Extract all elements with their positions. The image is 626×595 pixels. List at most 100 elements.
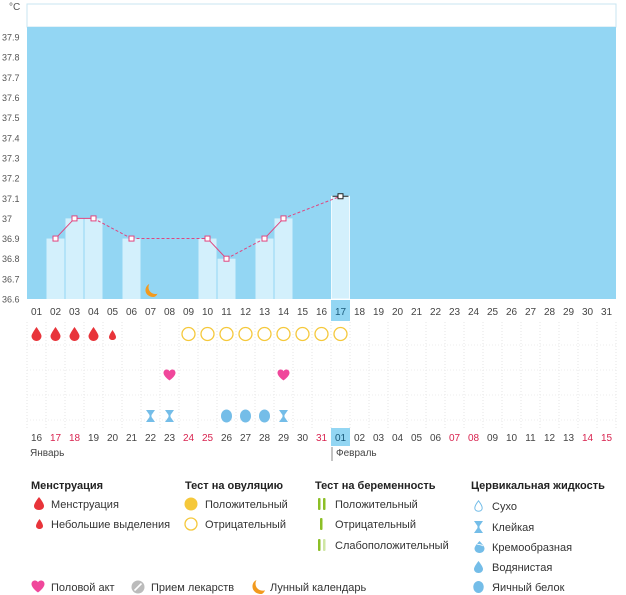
pregnancy-positive-icon: [318, 498, 326, 510]
ovulation-negative-icon: [219, 326, 234, 342]
day-label: 02: [50, 307, 62, 318]
cycle-day-label: 16: [31, 433, 43, 444]
day-label: 06: [126, 307, 138, 318]
day-label: 18: [354, 307, 366, 318]
cycle-day-label: 06: [430, 433, 442, 444]
day-label: 04: [88, 307, 100, 318]
temperature-point: [261, 235, 268, 242]
medication-pill-icon: [131, 580, 145, 594]
legend-pregnancy-negative-item: Отрицательный: [335, 519, 416, 531]
day-label: 31: [601, 307, 613, 318]
month-label-february: Февраль: [336, 448, 377, 459]
day-label: 01: [31, 307, 43, 318]
day-label: 10: [202, 307, 214, 318]
temperature-bar: [217, 258, 236, 299]
legend-cervical-watery-item: Водянистая: [492, 562, 553, 574]
cervical-creamy-icon: [474, 541, 485, 553]
cycle-day-label: 21: [126, 433, 138, 444]
temperature-point: [52, 235, 59, 242]
temperature-bar: [46, 238, 65, 299]
day-label: 14: [278, 307, 290, 318]
ovulation-negative-icon: [276, 326, 291, 342]
cycle-day-label: 14: [582, 433, 594, 444]
legend-cervical-sticky-item: Клейкая: [492, 522, 535, 534]
intercourse-heart-icon: [31, 580, 45, 593]
intercourse-heart-icon: [163, 369, 176, 381]
day-label: 16: [316, 307, 328, 318]
cervical-eggwhite-icon: [259, 409, 270, 423]
day-label: 21: [411, 307, 423, 318]
cycle-day-label: 04: [392, 433, 404, 444]
legend-menstruation-title: Менструация: [31, 480, 104, 492]
cervical-sticky-icon: [146, 410, 155, 422]
day-label: 25: [487, 307, 499, 318]
cycle-day-label: 22: [145, 433, 157, 444]
cycle-day-label: 25: [202, 433, 214, 444]
cervical-sticky-icon: [279, 410, 288, 422]
temperature-bar: [331, 195, 350, 300]
cervical-sticky-icon: [474, 521, 483, 533]
y-tick-label: 37.5: [2, 113, 20, 123]
y-tick-label: 37.1: [2, 194, 20, 204]
day-label: 27: [525, 307, 537, 318]
ovulation-negative-icon: [238, 326, 253, 342]
y-tick-label: 37.8: [2, 53, 20, 63]
temperature-point: [337, 193, 344, 200]
lunar-moon-icon: [252, 580, 265, 594]
cycle-day-label: 19: [88, 433, 100, 444]
cycle-day-label: 27: [240, 433, 252, 444]
cycle-day-label: 08: [468, 433, 480, 444]
cervical-sticky-icon: [165, 410, 174, 422]
light-bleeding-drop-icon: [36, 519, 43, 529]
cycle-day-label: 28: [259, 433, 271, 444]
cycle-day-label: 02: [354, 433, 366, 444]
cycle-day-label: 31: [316, 433, 328, 444]
y-tick-label: 37.4: [2, 133, 20, 143]
temperature-line-segment: [226, 238, 265, 260]
cycle-day-label: 09: [487, 433, 499, 444]
heart-shape: [277, 369, 290, 381]
temperature-line-segment: [55, 218, 75, 239]
day-label: 30: [582, 307, 594, 318]
day-label: 07: [145, 307, 157, 318]
cervical-eggwhite-icon: [473, 581, 484, 593]
cervical-eggwhite-icon: [221, 409, 232, 423]
ovulation-negative-icon: [200, 326, 215, 342]
legend-cervical-creamy-item: Кремообразная: [492, 542, 573, 554]
ovulation-positive-icon: [184, 497, 198, 511]
cycle-day-label: 23: [164, 433, 176, 444]
cervical-watery-icon: [474, 561, 483, 573]
selected-day-highlight: [331, 300, 350, 321]
temperature-line-segment: [283, 195, 341, 219]
temperature-bar: [274, 218, 293, 299]
cycle-day-label: 03: [373, 433, 385, 444]
ovulation-negative-icon: [257, 326, 272, 342]
cycle-day-label: 13: [563, 433, 575, 444]
ovulation-negative-icon: [184, 517, 198, 531]
day-label: 20: [392, 307, 404, 318]
day-label: 09: [183, 307, 195, 318]
legend-ovulation-negative-item: Отрицательный: [205, 519, 286, 531]
y-tick-label: 37.6: [2, 93, 20, 103]
menstruation-drop-icon: [88, 327, 99, 341]
temperature-point: [71, 215, 78, 222]
legend-pregnancy-weak-item: Слабоположительный: [335, 540, 449, 552]
cycle-day-label: 07: [449, 433, 461, 444]
temperature-line-segment: [207, 238, 227, 260]
day-label: 22: [430, 307, 442, 318]
legend-cervical-dry-item: Сухо: [492, 501, 517, 513]
cycle-day-label: 17: [50, 433, 62, 444]
menstruation-drop-icon: [34, 497, 44, 510]
selected-cycle-highlight: [331, 428, 350, 446]
lunar-moon-shape: [145, 284, 158, 297]
cycle-day-label: 30: [297, 433, 309, 444]
day-label: 23: [449, 307, 461, 318]
cycle-day-label: 01: [335, 433, 347, 444]
cycle-day-label: 15: [601, 433, 613, 444]
temperature-point: [204, 235, 211, 242]
legend-ovulation-positive-item: Положительный: [205, 499, 288, 511]
day-label: 03: [69, 307, 81, 318]
day-label: 17: [335, 307, 347, 318]
month-label-january: Январь: [30, 448, 64, 459]
lunar-moon-icon: [145, 284, 158, 297]
